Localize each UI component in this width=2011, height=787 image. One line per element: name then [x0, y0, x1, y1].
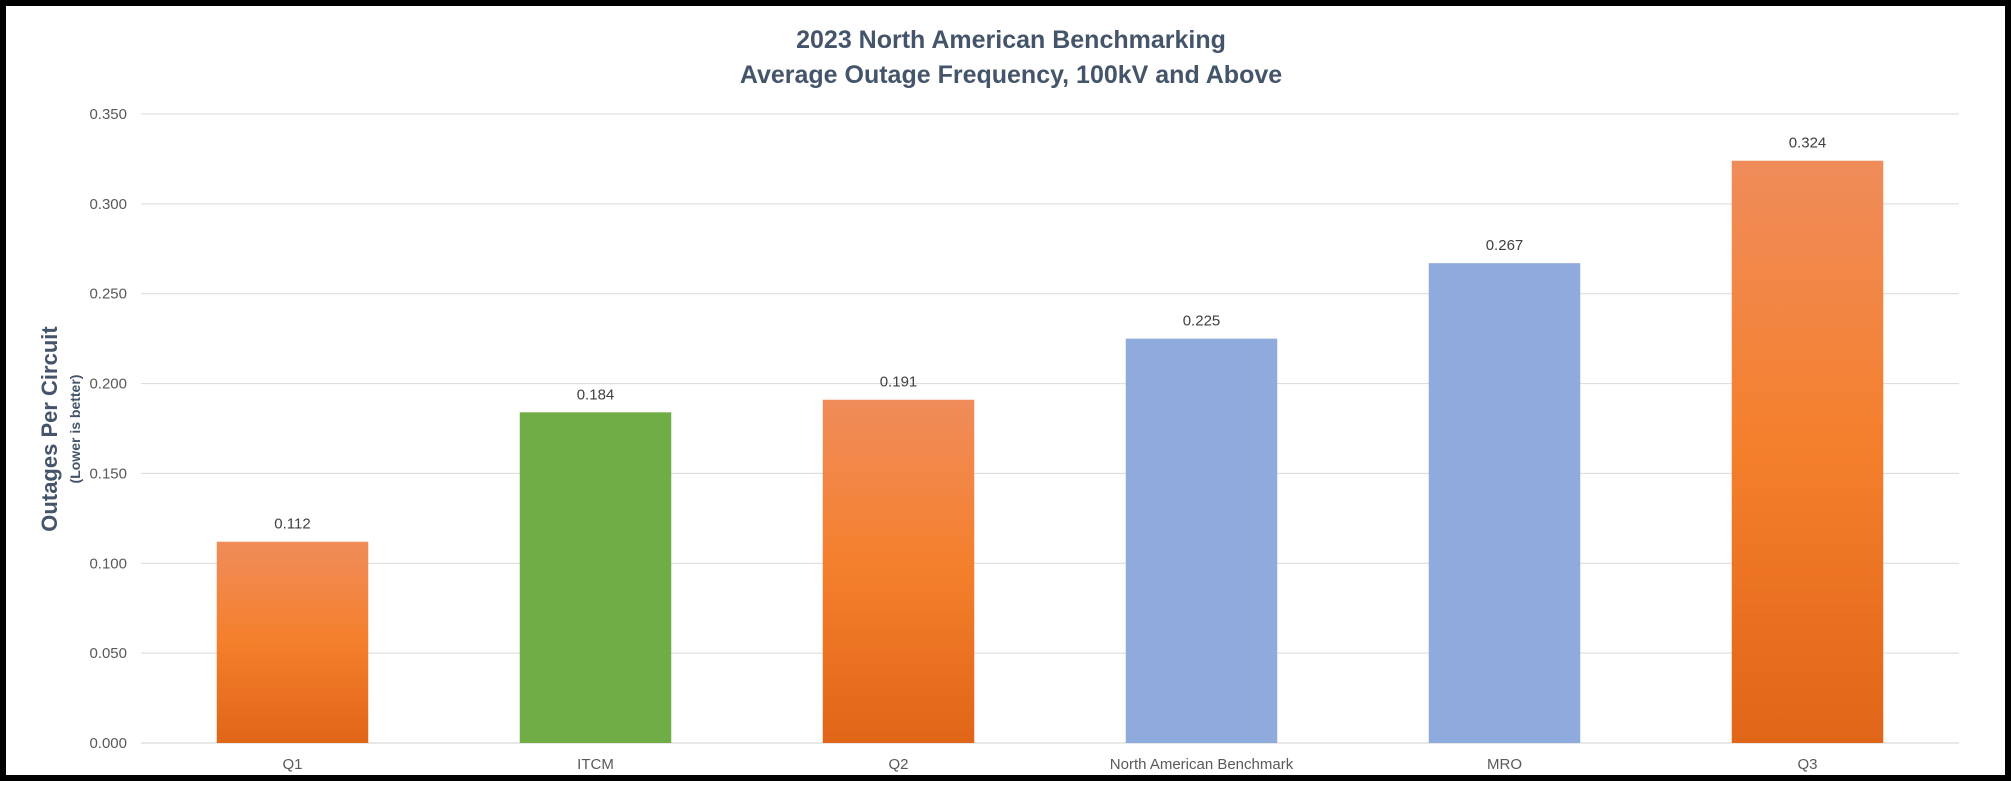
- y-tick-label: 0.250: [89, 286, 127, 303]
- data-label: 0.324: [1789, 135, 1827, 152]
- bar: [216, 541, 369, 743]
- category-label: North American Benchmark: [1110, 756, 1294, 773]
- y-tick-label: 0.350: [89, 106, 127, 123]
- category-label: Q2: [888, 756, 908, 773]
- category-label: MRO: [1487, 756, 1522, 773]
- data-label: 0.267: [1486, 237, 1524, 254]
- y-tick-label: 0.050: [89, 645, 127, 662]
- gridlines: [141, 113, 1959, 744]
- category-labels: Q1 ITCM Q2 North American Benchmark MRO Q3: [282, 756, 1817, 773]
- y-axis-note-group: (Lower is better): [67, 375, 83, 484]
- y-tick-label: 0.300: [89, 196, 127, 213]
- data-label: 0.184: [577, 386, 615, 403]
- bars: [216, 160, 1884, 743]
- chart-svg: 2023 North American Benchmarking Average…: [37, 26, 1959, 773]
- y-tick-label: 0.100: [89, 555, 127, 572]
- bar: [822, 399, 975, 743]
- category-label: Q1: [282, 756, 302, 773]
- category-label: ITCM: [577, 756, 614, 773]
- y-axis-note: (Lower is better): [67, 375, 83, 484]
- chart-subtitle: Average Outage Frequency, 100kV and Abov…: [740, 61, 1282, 89]
- y-axis-title-group: Outages Per Circuit: [37, 326, 62, 532]
- data-labels: 0.112 0.184 0.191 0.225 0.267 0.324: [274, 135, 1826, 533]
- y-tick-labels: 0.000 0.050 0.100 0.150 0.200 0.250 0.300 0.350: [89, 106, 127, 752]
- y-tick-label: 0.150: [89, 465, 127, 482]
- bar: [1125, 338, 1278, 743]
- chart-title: 2023 North American Benchmarking: [796, 26, 1226, 54]
- category-label: Q3: [1797, 756, 1817, 773]
- bar: [1731, 160, 1884, 743]
- data-label: 0.225: [1183, 313, 1221, 330]
- data-label: 0.191: [880, 374, 918, 391]
- bar: [519, 412, 672, 743]
- y-tick-label: 0.200: [89, 376, 127, 393]
- bar: [1428, 263, 1581, 743]
- y-tick-label: 0.000: [89, 735, 127, 752]
- y-axis-title: Outages Per Circuit: [37, 326, 62, 532]
- data-label: 0.112: [274, 516, 310, 533]
